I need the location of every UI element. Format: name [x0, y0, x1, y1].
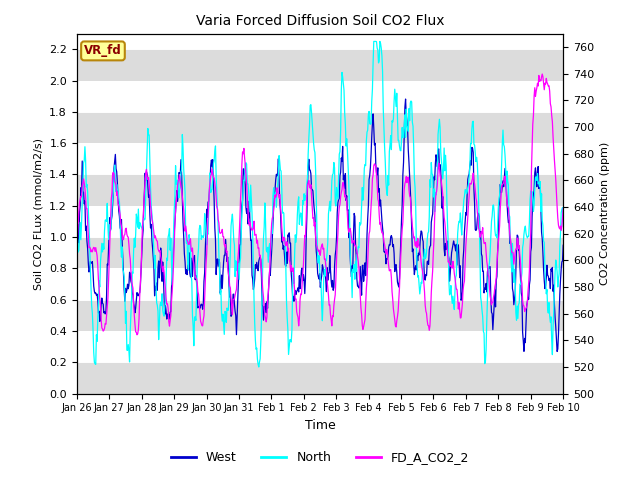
Bar: [77, 49, 563, 81]
Legend: West, North, FD_A_CO2_2: West, North, FD_A_CO2_2: [166, 446, 474, 469]
Y-axis label: CO2 Concentration (ppm): CO2 Concentration (ppm): [600, 142, 610, 285]
Bar: [77, 112, 563, 143]
Bar: [77, 174, 563, 206]
Text: VR_fd: VR_fd: [84, 44, 122, 58]
Y-axis label: Soil CO2 FLux (mmol/m2/s): Soil CO2 FLux (mmol/m2/s): [34, 138, 44, 289]
Bar: [77, 300, 563, 331]
Bar: [77, 237, 563, 268]
Title: Varia Forced Diffusion Soil CO2 Flux: Varia Forced Diffusion Soil CO2 Flux: [196, 14, 444, 28]
X-axis label: Time: Time: [305, 419, 335, 432]
Bar: [77, 362, 563, 394]
